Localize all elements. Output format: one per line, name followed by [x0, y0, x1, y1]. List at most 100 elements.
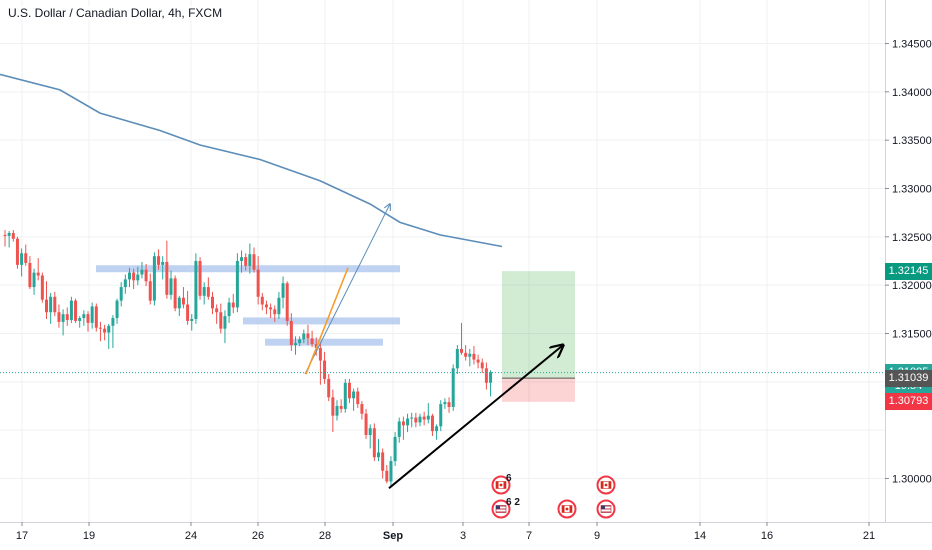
candle-body	[161, 261, 165, 265]
candle-body	[20, 253, 24, 265]
candle-body	[7, 232, 11, 236]
price-tick-label: 1.31500	[892, 329, 932, 341]
candle-body	[69, 300, 73, 320]
candle-body	[443, 402, 447, 405]
candle-body	[356, 391, 360, 405]
chart-title: U.S. Dollar / Canadian Dollar, 4h, FXCM	[6, 6, 225, 20]
candle-body	[98, 327, 102, 329]
candle-body	[223, 316, 227, 329]
time-tick-label: 24	[185, 530, 197, 542]
price-tick-label: 1.32000	[892, 280, 932, 292]
candle-body	[410, 417, 414, 419]
candle-body	[136, 274, 140, 281]
candle-body	[264, 304, 268, 308]
candle-body	[289, 320, 293, 346]
candle-body	[393, 436, 397, 462]
candle-body	[115, 300, 119, 319]
candle-body	[489, 372, 493, 383]
candle-body	[335, 406, 339, 416]
price-tick-label: 1.32500	[892, 232, 932, 244]
candle-body	[385, 470, 389, 482]
candle-body	[472, 353, 476, 360]
supply-zone	[96, 265, 400, 273]
candle-body	[480, 362, 484, 369]
candle-body	[364, 413, 368, 435]
candle-body	[468, 353, 472, 357]
time-tick-label: 3	[460, 530, 466, 542]
candle-body	[377, 452, 380, 458]
event-marker-us	[596, 499, 616, 519]
time-tick-label: 21	[863, 530, 875, 542]
candle-body	[323, 360, 327, 379]
price-tag: 1.30793	[885, 393, 932, 411]
ascending-trendline-arrow	[388, 345, 563, 489]
candle-body	[177, 297, 181, 309]
time-tick-label: Sep	[383, 530, 403, 542]
position-target-zone	[502, 271, 575, 379]
time-tick-label: 17	[16, 530, 28, 542]
candle-body	[240, 257, 244, 261]
orange-impulse-line	[305, 267, 349, 375]
moving-average-line	[0, 73, 503, 248]
candle-body	[464, 352, 468, 357]
candle-body	[447, 402, 451, 407]
candle-body	[140, 269, 144, 275]
event-marker-ca	[557, 499, 577, 519]
price-tick-label: 1.34000	[892, 87, 932, 99]
candle-body	[256, 269, 260, 297]
maple-leaf-icon	[604, 483, 608, 487]
candle-body	[397, 421, 401, 437]
time-tick-label: 14	[694, 530, 706, 542]
time-tick-label: 19	[83, 530, 95, 542]
candle-body	[181, 297, 185, 305]
candle-body	[302, 333, 306, 340]
candle-body	[352, 391, 356, 399]
candle-body	[331, 397, 335, 416]
candle-body	[82, 314, 86, 319]
candle-body	[360, 404, 364, 414]
candle-body	[198, 261, 202, 296]
candle-body	[86, 314, 90, 323]
candle-body	[74, 300, 78, 321]
candle-body	[435, 426, 439, 432]
us-flag-canton	[496, 505, 500, 509]
price-tag: 1.31039	[885, 369, 932, 387]
candle-body	[94, 306, 98, 328]
canada-flag-right-bar	[608, 481, 611, 489]
candle-body	[269, 307, 273, 310]
candle-body	[61, 314, 65, 322]
candle-body	[318, 348, 322, 361]
candle-body	[347, 382, 351, 399]
candle-body	[128, 272, 131, 280]
supply-zone	[243, 317, 400, 325]
candle-body	[227, 302, 231, 317]
time-tick-label: 7	[526, 530, 532, 542]
candle-body	[157, 256, 161, 265]
candle-body	[103, 328, 107, 333]
candle-body	[45, 299, 48, 313]
candle-body	[418, 416, 422, 423]
candle-body	[11, 232, 15, 239]
candle-body	[260, 296, 264, 305]
time-axis-background	[0, 522, 932, 550]
candle-body	[202, 287, 206, 296]
candle-body	[206, 287, 210, 297]
candle-body	[78, 318, 82, 321]
candle-body	[57, 312, 61, 322]
time-tick-label: 16	[761, 530, 773, 542]
time-tick-label: 9	[594, 530, 600, 542]
candle-body	[123, 279, 127, 288]
candle-body	[401, 421, 405, 426]
canada-flag-left-bar	[562, 505, 565, 513]
supply-zone	[265, 338, 383, 346]
maple-leaf-icon	[565, 507, 569, 511]
projection-arrow	[304, 204, 390, 375]
candle-body	[90, 306, 94, 323]
candle-body	[144, 269, 148, 282]
price-tick-label: 1.33000	[892, 184, 932, 196]
candle-body	[215, 308, 219, 313]
candle-body	[439, 404, 443, 427]
canada-flag-right-bar	[569, 505, 572, 513]
candle-body	[381, 452, 385, 471]
